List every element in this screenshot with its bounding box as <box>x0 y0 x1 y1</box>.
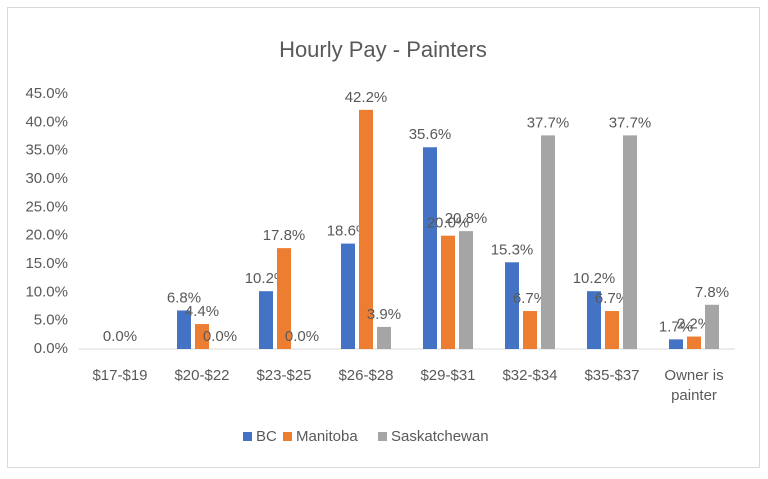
chart-border <box>7 7 760 468</box>
value-label: 0.0% <box>203 328 237 345</box>
bar <box>587 291 601 349</box>
x-tick-label: $17-$19 <box>92 367 148 384</box>
y-tick-label: 10.0% <box>25 283 68 300</box>
legend-label: Saskatchewan <box>391 428 489 445</box>
value-label: 35.6% <box>409 126 452 143</box>
y-tick-label: 35.0% <box>25 142 68 159</box>
value-label: 6.8% <box>167 289 201 306</box>
y-tick-label: 30.0% <box>25 170 68 187</box>
bar <box>605 311 619 349</box>
value-label: 2.2% <box>677 316 711 333</box>
value-label: 6.7% <box>595 290 629 307</box>
bar <box>341 243 355 349</box>
legend-label: BC <box>256 428 277 445</box>
y-tick-label: 45.0% <box>25 85 68 102</box>
bar <box>505 262 519 349</box>
value-label: 37.7% <box>609 114 652 131</box>
bar <box>523 311 537 349</box>
value-label: 10.2% <box>245 270 288 287</box>
bar <box>423 147 437 349</box>
bar <box>359 109 373 349</box>
value-label: 10.2% <box>573 270 616 287</box>
value-label: 18.6% <box>327 223 370 240</box>
legend-label: Manitoba <box>296 428 358 445</box>
legend-swatch <box>283 432 292 441</box>
bar <box>623 135 637 349</box>
bar <box>177 310 191 349</box>
x-tick-label: $23-$25 <box>256 367 312 384</box>
bar <box>459 231 473 349</box>
value-label: 0.0% <box>285 328 319 345</box>
bar <box>705 304 719 349</box>
y-tick-label: 20.0% <box>25 227 68 244</box>
value-label: 0.0% <box>103 328 137 345</box>
bar <box>441 235 455 349</box>
value-label: 4.4% <box>185 303 219 320</box>
y-tick-label: 40.0% <box>25 113 68 130</box>
x-tick-label: $26-$28 <box>338 367 394 384</box>
value-label: 42.2% <box>345 89 388 106</box>
x-tick-label: $32-$34 <box>502 367 558 384</box>
bar <box>195 324 209 349</box>
bar <box>669 339 683 349</box>
x-tick-label: $35-$37 <box>584 367 640 384</box>
value-label: 3.9% <box>367 306 401 323</box>
value-label: 15.3% <box>491 241 534 258</box>
value-label: 1.7% <box>659 318 693 335</box>
y-tick-label: 0.0% <box>34 340 68 357</box>
bar <box>277 248 291 349</box>
chart-title: Hourly Pay - Painters <box>279 37 487 62</box>
bar <box>687 336 701 349</box>
bar <box>541 135 555 349</box>
y-tick-label: 25.0% <box>25 198 68 215</box>
legend-swatch <box>378 432 387 441</box>
bar <box>377 326 391 349</box>
y-tick-label: 15.0% <box>25 255 68 272</box>
y-tick-label: 5.0% <box>34 312 68 329</box>
x-tick-label: Owner is painter <box>664 367 724 404</box>
value-label: 7.8% <box>695 284 729 301</box>
bar <box>259 291 273 349</box>
legend-swatch <box>243 432 252 441</box>
x-tick-label: $29-$31 <box>420 367 476 384</box>
value-label: 17.8% <box>263 227 306 244</box>
value-label: 6.7% <box>513 290 547 307</box>
value-label: 20.8% <box>445 210 488 227</box>
x-tick-label: $20-$22 <box>174 367 230 384</box>
value-label: 37.7% <box>527 114 570 131</box>
value-label: 20.0% <box>427 215 470 232</box>
